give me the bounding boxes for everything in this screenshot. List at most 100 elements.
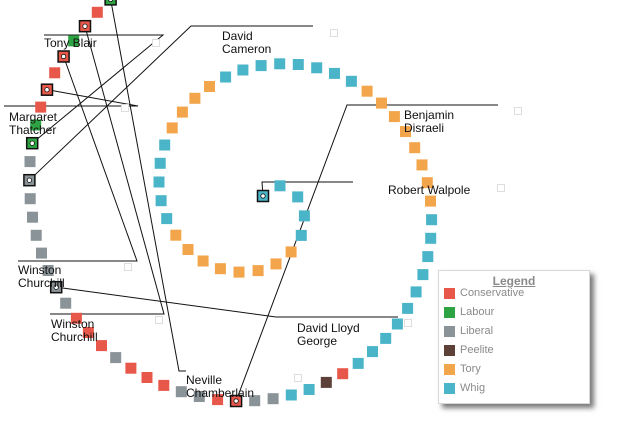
- label-corner-mark: [404, 319, 412, 327]
- pm-square-whig: [410, 286, 422, 298]
- leader-dot: [53, 284, 59, 290]
- label-corner-mark: [330, 29, 338, 37]
- pm-square-tory: [204, 81, 215, 92]
- pm-square-whig: [255, 60, 267, 72]
- leader-line: [56, 286, 398, 318]
- pm-square-labour: [68, 35, 80, 47]
- pm-square-conservative: [91, 6, 103, 18]
- pm-square-tory: [176, 106, 188, 118]
- pm-square-labour: [104, 0, 117, 6]
- legend-item-liberal: Liberal: [444, 324, 493, 338]
- pm-square-whig: [292, 191, 304, 203]
- pm-square-whig: [345, 75, 357, 87]
- leader-line: [4, 89, 139, 107]
- leader-dot: [29, 140, 35, 146]
- pm-square-tory: [214, 263, 226, 275]
- label-corner-mark: [121, 104, 129, 112]
- label-margaret-thatcher: Margaret Thatcher: [9, 110, 58, 137]
- label-neville-chamberlain: Neville Chamberlain: [186, 373, 255, 400]
- pm-square-tory: [416, 159, 428, 171]
- legend-label-labour: Labour: [460, 306, 495, 318]
- pm-square-whig: [153, 176, 165, 188]
- pm-square-tory: [421, 177, 433, 189]
- pm-square-whig: [159, 139, 171, 151]
- label-tony-blair: Tony Blair: [44, 36, 97, 50]
- pm-square-tory: [182, 244, 194, 255]
- legend-swatch-labour: [444, 306, 455, 318]
- pm-square-tory: [361, 85, 373, 97]
- pm-square-whig: [295, 229, 307, 241]
- label-david-cameron: David Cameron: [222, 29, 272, 56]
- pm-square-peelite: [320, 376, 332, 388]
- legend-item-tory: Tory: [444, 362, 481, 376]
- pm-square-whig: [402, 302, 414, 314]
- leader-line: [235, 104, 498, 402]
- legend-title: Legend: [492, 274, 536, 288]
- legend-item-conservative: Conservative: [444, 286, 524, 300]
- legend-box: Legend Conservative Labour Liberal Peeli…: [438, 270, 590, 404]
- pm-square-whig: [303, 384, 315, 395]
- label-benjamin-disraeli: Benjamin Disraeli: [404, 108, 455, 135]
- pm-square-tory: [285, 246, 297, 258]
- label-corner-mark: [124, 263, 132, 271]
- pm-square-whig: [292, 59, 304, 70]
- legend-item-whig: Whig: [444, 381, 485, 395]
- label-corner-mark: [514, 107, 522, 115]
- pm-square-tory: [233, 266, 245, 278]
- leader-line: [29, 25, 313, 181]
- pm-square-whig: [425, 232, 437, 244]
- leader-dot: [108, 0, 114, 2]
- leader-dot: [60, 53, 67, 60]
- label-david-lloyd-george: David Lloyd George: [297, 321, 360, 348]
- pm-square-conservative: [70, 312, 82, 324]
- leader-dot: [260, 193, 266, 199]
- legend-label-liberal: Liberal: [460, 325, 494, 337]
- pm-square-conservative: [96, 340, 107, 352]
- leader-dot: [26, 177, 32, 183]
- label-corner-mark: [152, 39, 160, 47]
- leader-dot: [233, 398, 239, 404]
- pm-square-tory: [409, 142, 421, 154]
- legend-swatch-whig: [444, 382, 455, 394]
- pm-square-liberal: [110, 352, 122, 364]
- pm-square-liberal: [175, 386, 187, 398]
- pm-square-whig: [154, 157, 166, 169]
- legend-label-whig: Whig: [460, 382, 486, 394]
- pm-square-liberal: [267, 393, 279, 405]
- pm-square-whig: [311, 62, 323, 74]
- pm-square-tory: [425, 195, 436, 207]
- pm-square-liberal: [60, 297, 72, 309]
- pm-square-conservative: [82, 327, 94, 338]
- pm-square-whig: [367, 346, 378, 358]
- pm-square-whig: [237, 64, 249, 76]
- pm-square-conservative: [337, 368, 349, 380]
- pm-square-whig: [329, 67, 340, 79]
- pm-square-whig: [274, 58, 286, 70]
- pm-square-liberal: [36, 247, 47, 259]
- label-winston-churchill-1: Winston Churchill: [18, 263, 65, 290]
- pm-square-whig: [155, 195, 167, 207]
- label-winston-churchill-2: Winston Churchill: [51, 317, 98, 344]
- legend-swatch-conservative: [444, 287, 455, 299]
- label-corner-mark: [294, 374, 302, 382]
- pm-square-whig: [298, 210, 310, 222]
- pm-square-whig: [161, 213, 173, 225]
- legend-item-labour: Labour: [444, 305, 494, 319]
- pm-square-whig: [274, 180, 286, 192]
- pm-square-conservative: [49, 67, 61, 79]
- pm-square-conservative: [158, 379, 170, 391]
- pm-square-liberal: [27, 211, 38, 223]
- leader-line: [110, 0, 186, 372]
- leader-dot: [44, 87, 50, 93]
- pm-square-liberal: [193, 391, 205, 402]
- label-corner-mark: [155, 316, 163, 324]
- pm-square-liberal: [42, 265, 54, 276]
- pm-square-tory: [189, 92, 201, 104]
- pm-square-whig: [352, 357, 364, 369]
- pm-square-tory: [270, 258, 282, 270]
- pm-square-whig: [391, 318, 403, 330]
- label-corner-mark: [497, 184, 505, 192]
- leader-line: [31, 34, 165, 144]
